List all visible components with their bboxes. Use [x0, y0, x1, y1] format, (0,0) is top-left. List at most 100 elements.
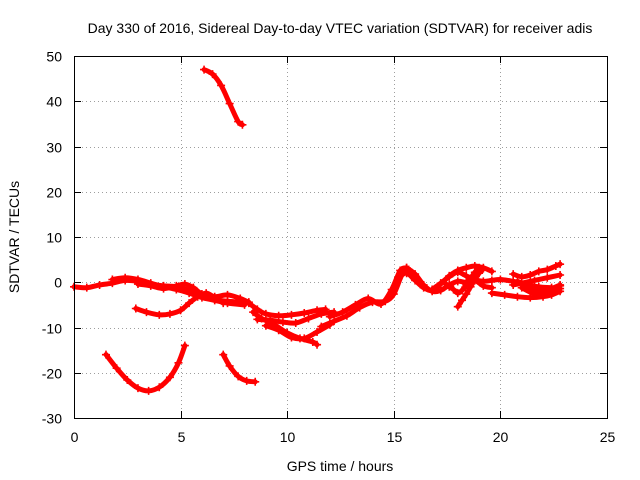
data-point: [174, 358, 183, 367]
data-point: [193, 292, 202, 301]
data-point: [487, 267, 496, 276]
series-track-18: [453, 264, 488, 311]
data-point: [470, 275, 479, 284]
y-tick-label: -30: [42, 411, 62, 427]
data-point: [534, 267, 543, 276]
data-point: [242, 376, 251, 385]
data-point: [445, 282, 454, 291]
data-point: [123, 375, 132, 384]
data-point: [534, 290, 543, 299]
data-point: [453, 289, 462, 298]
x-tick-label: 5: [178, 429, 186, 445]
data-point: [202, 289, 211, 298]
data-point: [155, 310, 164, 319]
data-point: [543, 289, 552, 298]
series-track-17: [440, 263, 484, 298]
data-point: [496, 275, 505, 284]
data-point: [402, 269, 411, 278]
data-point: [462, 290, 471, 299]
data-point: [82, 283, 91, 292]
data-point: [266, 316, 275, 325]
data-point: [387, 285, 396, 294]
data-point: [133, 384, 142, 393]
data-point: [180, 280, 189, 289]
data-point: [364, 294, 373, 303]
data-point: [419, 283, 428, 292]
data-point: [526, 288, 535, 297]
data-point: [313, 328, 322, 337]
data-point: [261, 321, 270, 330]
data-point: [253, 305, 262, 314]
data-point: [185, 289, 194, 298]
data-point: [500, 290, 509, 299]
data-point: [458, 296, 467, 305]
data-point: [234, 117, 243, 126]
data-point: [462, 263, 471, 272]
data-point: [210, 293, 219, 302]
data-point: [287, 310, 296, 319]
data-point: [479, 277, 488, 286]
data-point: [159, 284, 168, 293]
data-point: [551, 284, 560, 293]
data-point: [475, 269, 484, 278]
data-point: [121, 273, 130, 282]
data-point: [394, 273, 403, 282]
series-track-7: [219, 350, 260, 386]
data-point: [556, 260, 565, 269]
data-point: [487, 289, 496, 298]
data-point: [185, 299, 194, 308]
y-tick-label: 50: [46, 49, 62, 65]
data-point: [261, 309, 270, 318]
data-point: [317, 322, 326, 331]
y-tick-label: -20: [42, 366, 62, 382]
data-point: [274, 311, 283, 320]
x-tick-labels: 0 5 10 15 20 25: [71, 429, 616, 445]
series-track-22: [517, 281, 565, 299]
x-tick-label: 0: [71, 429, 79, 445]
y-tick-label: -10: [42, 321, 62, 337]
data-point: [238, 120, 247, 129]
data-point: [325, 312, 334, 321]
data-point: [453, 277, 462, 286]
data-point: [225, 361, 234, 370]
data-point: [445, 272, 454, 281]
data-point: [291, 318, 300, 327]
data-point: [440, 279, 449, 288]
data-point: [172, 281, 181, 290]
data-point: [330, 317, 339, 326]
data-point: [458, 286, 467, 295]
data-point: [278, 318, 287, 327]
data-point: [223, 290, 232, 299]
data-series: [70, 65, 565, 395]
data-point: [249, 308, 258, 317]
series-track-4: [131, 289, 228, 319]
data-point: [551, 261, 560, 270]
data-point: [338, 308, 347, 317]
series-track-23: [509, 271, 565, 289]
y-tick-label: 0: [54, 275, 62, 291]
data-point: [165, 309, 174, 318]
axis-ticks: [74, 56, 608, 419]
y-axis-label: SDTVAR / TECUs: [6, 181, 22, 293]
data-point: [543, 273, 552, 282]
data-point: [411, 276, 420, 285]
data-point: [131, 304, 140, 313]
data-point: [144, 386, 153, 395]
data-point: [517, 279, 526, 288]
data-point: [225, 99, 234, 108]
data-point: [219, 350, 228, 359]
data-point: [449, 285, 458, 294]
data-point: [108, 275, 117, 284]
data-point: [453, 268, 462, 277]
data-point: [509, 270, 518, 279]
data-point: [251, 377, 260, 386]
data-point: [180, 341, 189, 350]
data-point: [342, 311, 351, 320]
series-line: [133, 290, 226, 318]
data-point: [244, 299, 253, 308]
data-point: [479, 264, 488, 273]
data-point: [487, 276, 496, 285]
data-point: [509, 280, 518, 289]
